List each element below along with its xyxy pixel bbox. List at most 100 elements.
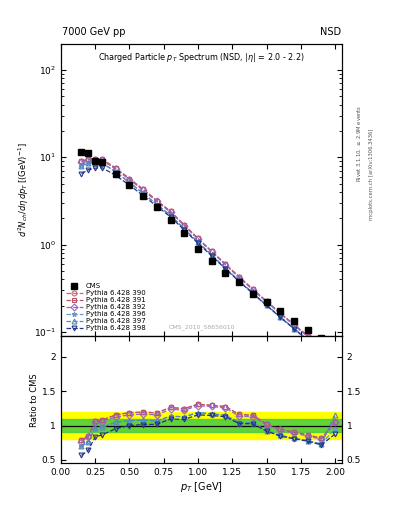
Pythia 6.428 390: [196, 236, 200, 242]
Bar: [61, 412, 342, 439]
Pythia 6.428 390: [79, 158, 84, 164]
Pythia 6.428 398: [168, 214, 173, 220]
Pythia 6.428 392: [86, 157, 91, 163]
Pythia 6.428 391: [154, 198, 159, 204]
Pythia 6.428 398: [141, 193, 145, 199]
Text: 7000 GeV pp: 7000 GeV pp: [62, 27, 126, 37]
Pythia 6.428 390: [154, 198, 159, 204]
Pythia 6.428 390: [114, 165, 118, 172]
Pythia 6.428 390: [305, 333, 310, 339]
Text: mcplots.cern.ch [arXiv:1306.3436]: mcplots.cern.ch [arXiv:1306.3436]: [369, 129, 375, 220]
Pythia 6.428 391: [292, 322, 296, 328]
X-axis label: $p_T$ [GeV]: $p_T$ [GeV]: [180, 480, 223, 494]
Pythia 6.428 397: [250, 290, 255, 296]
CMS: [168, 217, 173, 223]
Pythia 6.428 396: [154, 201, 159, 207]
Pythia 6.428 396: [264, 302, 269, 308]
Pythia 6.428 392: [305, 333, 310, 339]
Pythia 6.428 397: [209, 252, 214, 258]
Pythia 6.428 391: [182, 222, 187, 228]
Pythia 6.428 398: [209, 253, 214, 259]
Pythia 6.428 398: [93, 165, 97, 172]
Pythia 6.428 397: [319, 347, 324, 353]
Pythia 6.428 390: [127, 176, 132, 182]
Pythia 6.428 398: [264, 303, 269, 309]
Legend: CMS, Pythia 6.428 390, Pythia 6.428 391, Pythia 6.428 392, Pythia 6.428 396, Pyt: CMS, Pythia 6.428 390, Pythia 6.428 391,…: [64, 282, 147, 333]
Pythia 6.428 391: [79, 158, 84, 164]
Pythia 6.428 396: [93, 159, 97, 165]
Pythia 6.428 396: [209, 252, 214, 258]
Pythia 6.428 397: [305, 336, 310, 343]
Pythia 6.428 398: [114, 173, 118, 179]
Pythia 6.428 396: [333, 347, 338, 353]
Pythia 6.428 391: [100, 156, 105, 162]
Pythia 6.428 392: [264, 299, 269, 305]
Pythia 6.428 390: [141, 186, 145, 193]
Pythia 6.428 396: [196, 239, 200, 245]
Pythia 6.428 398: [250, 290, 255, 296]
Pythia 6.428 397: [292, 326, 296, 332]
Pythia 6.428 396: [305, 336, 310, 343]
Text: Rivet 3.1.10, $\geq$ 2.9M events: Rivet 3.1.10, $\geq$ 2.9M events: [356, 105, 363, 182]
CMS: [79, 149, 84, 155]
Pythia 6.428 398: [237, 279, 241, 285]
CMS: [237, 280, 241, 286]
Pythia 6.428 391: [250, 286, 255, 292]
Pythia 6.428 391: [237, 274, 241, 280]
Line: Pythia 6.428 398: Pythia 6.428 398: [79, 165, 338, 356]
Pythia 6.428 391: [196, 236, 200, 242]
Text: CMS_2010_S8656010: CMS_2010_S8656010: [168, 325, 235, 330]
Y-axis label: Ratio to CMS: Ratio to CMS: [30, 373, 39, 426]
Pythia 6.428 392: [292, 322, 296, 328]
Pythia 6.428 392: [182, 223, 187, 229]
Pythia 6.428 392: [127, 177, 132, 183]
Pythia 6.428 396: [114, 169, 118, 175]
Pythia 6.428 397: [100, 160, 105, 166]
Pythia 6.428 398: [278, 314, 283, 321]
Pythia 6.428 390: [333, 344, 338, 350]
Pythia 6.428 398: [292, 326, 296, 332]
Pythia 6.428 397: [86, 160, 91, 166]
CMS: [223, 270, 228, 276]
Pythia 6.428 396: [250, 290, 255, 296]
Pythia 6.428 398: [86, 167, 91, 173]
Pythia 6.428 392: [154, 199, 159, 205]
Pythia 6.428 392: [196, 236, 200, 242]
CMS: [114, 170, 118, 177]
Pythia 6.428 397: [93, 159, 97, 165]
CMS: [278, 308, 283, 314]
Pythia 6.428 396: [182, 226, 187, 232]
Pythia 6.428 396: [319, 347, 324, 353]
Pythia 6.428 392: [168, 209, 173, 216]
Pythia 6.428 398: [319, 348, 324, 354]
Pythia 6.428 390: [264, 298, 269, 305]
Pythia 6.428 397: [168, 212, 173, 219]
Pythia 6.428 397: [182, 226, 187, 232]
Pythia 6.428 391: [209, 248, 214, 254]
Pythia 6.428 390: [86, 156, 91, 162]
Pythia 6.428 390: [182, 222, 187, 228]
Pythia 6.428 392: [223, 262, 228, 268]
Pythia 6.428 398: [79, 170, 84, 177]
Pythia 6.428 390: [93, 156, 97, 162]
Pythia 6.428 397: [278, 314, 283, 320]
CMS: [264, 299, 269, 305]
Line: Pythia 6.428 396: Pythia 6.428 396: [79, 160, 338, 353]
Pythia 6.428 397: [223, 265, 228, 271]
CMS: [154, 204, 159, 210]
Pythia 6.428 397: [127, 179, 132, 185]
CMS: [127, 182, 132, 188]
Pythia 6.428 392: [114, 166, 118, 173]
Pythia 6.428 392: [237, 274, 241, 281]
Pythia 6.428 397: [114, 169, 118, 175]
CMS: [100, 159, 105, 165]
Pythia 6.428 397: [154, 201, 159, 207]
CMS: [305, 327, 310, 333]
Pythia 6.428 398: [182, 227, 187, 233]
CMS: [209, 258, 214, 264]
Bar: [61, 419, 342, 433]
Pythia 6.428 391: [319, 343, 324, 349]
Pythia 6.428 390: [319, 343, 324, 349]
Pythia 6.428 392: [100, 157, 105, 163]
Pythia 6.428 392: [333, 344, 338, 350]
